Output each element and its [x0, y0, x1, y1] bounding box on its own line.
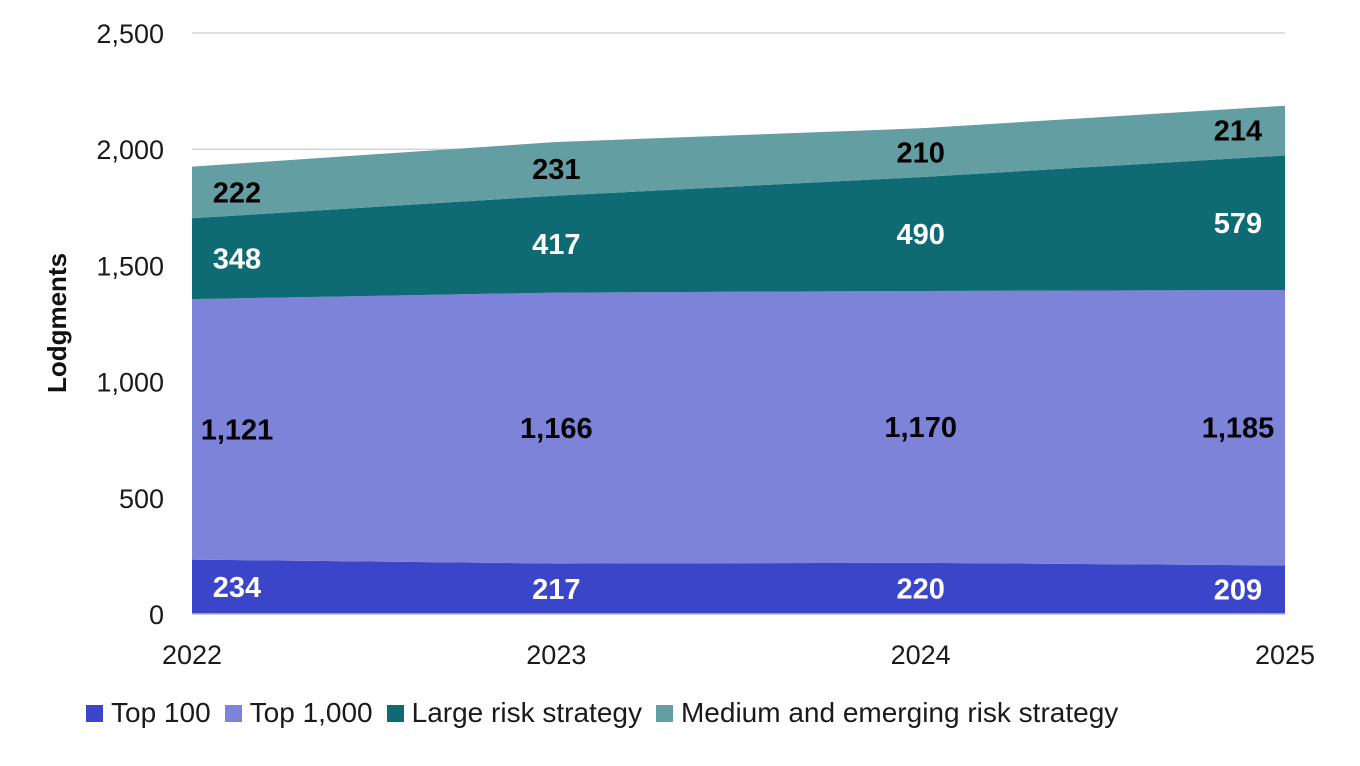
data-label: 209 — [1214, 575, 1262, 607]
legend-item: Medium and emerging risk strategy — [655, 697, 1119, 729]
data-label: 348 — [213, 244, 261, 276]
y-tick-label: 500 — [119, 484, 164, 514]
data-label: 231 — [532, 154, 580, 186]
legend-item: Top 100 — [86, 697, 211, 729]
area-top-100 — [192, 559, 1285, 614]
legend-swatch — [224, 704, 242, 722]
y-tick-label: 2,000 — [96, 135, 164, 165]
data-label: 220 — [896, 573, 944, 605]
legend-item: Large risk strategy — [386, 697, 642, 729]
data-labels: 234 217 220 209 1,121 1,166 1,170 1,185 348 417 49… — [201, 116, 1275, 607]
data-label: 210 — [896, 138, 944, 170]
data-label: 217 — [532, 574, 580, 606]
legend-label: Medium and emerging risk strategy — [680, 697, 1119, 728]
data-label: 1,166 — [520, 413, 593, 445]
x-tick-label: 2022 — [162, 640, 222, 670]
data-label: 222 — [213, 177, 261, 209]
x-axis-ticks: 2022 2023 2024 2025 — [162, 640, 1315, 670]
legend-label: Top 1,000 — [249, 697, 373, 728]
x-tick-label: 2024 — [891, 640, 951, 670]
y-axis-title: Lodgments — [42, 253, 72, 393]
y-axis-ticks: 0 500 1,000 1,500 2,000 2,500 — [96, 19, 164, 630]
legend-swatch — [655, 704, 673, 722]
y-tick-label: 2,500 — [96, 19, 164, 49]
chart-legend: Top 100 Top 1,000 Large risk strategy Mediu… — [86, 697, 1132, 729]
legend-swatch — [86, 704, 103, 722]
area-medium-and-emerging-risk-strategy — [192, 105, 1285, 219]
area-top-1-000 — [192, 290, 1285, 566]
legend-label: Large risk strategy — [411, 697, 642, 728]
data-label: 579 — [1214, 208, 1262, 240]
area-large-risk-strategy — [192, 155, 1285, 300]
data-label: 490 — [896, 219, 944, 251]
data-label: 1,185 — [1202, 413, 1275, 445]
legend-swatch — [386, 704, 404, 722]
data-label: 417 — [532, 229, 580, 261]
area-series — [192, 105, 1285, 615]
legend-label: Top 100 — [111, 697, 211, 728]
x-tick-label: 2025 — [1255, 640, 1315, 670]
data-label: 1,121 — [201, 414, 274, 446]
y-tick-label: 1,000 — [96, 368, 164, 398]
data-label: 234 — [213, 572, 261, 604]
y-tick-label: 1,500 — [96, 251, 164, 281]
x-tick-label: 2023 — [526, 640, 586, 670]
y-tick-label: 0 — [149, 600, 164, 630]
data-label: 214 — [1214, 116, 1262, 148]
data-label: 1,170 — [884, 412, 957, 444]
legend-item: Top 1,000 — [224, 697, 373, 729]
